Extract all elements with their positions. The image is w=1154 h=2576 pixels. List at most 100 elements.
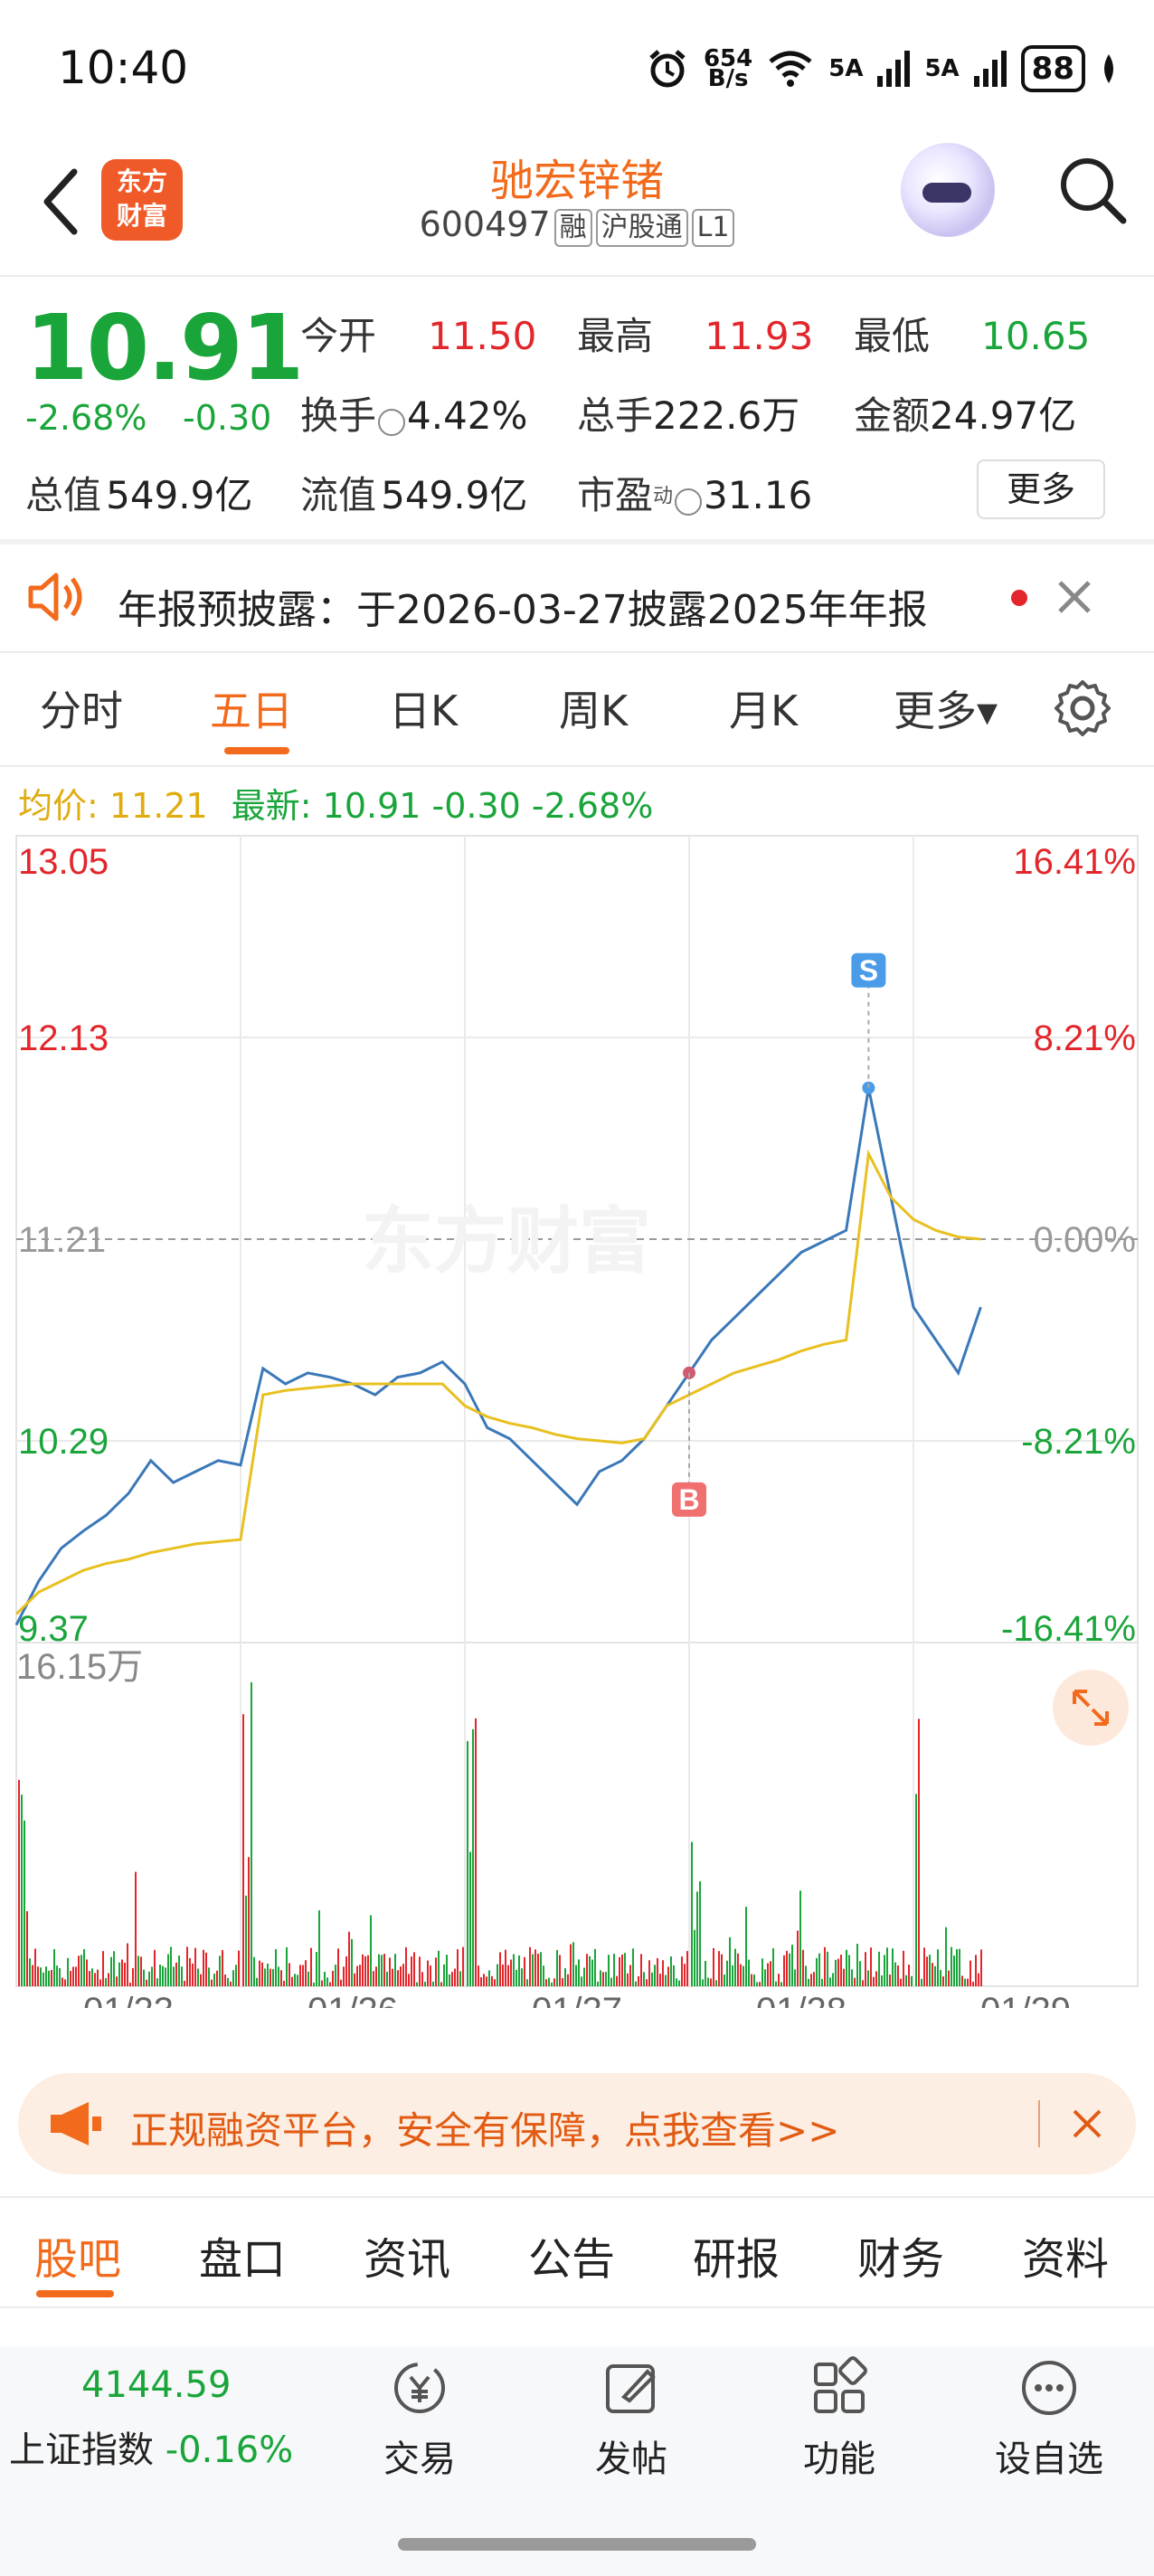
volume-bar bbox=[483, 1974, 485, 1986]
volume-bar bbox=[51, 1969, 52, 1986]
volume-bar bbox=[105, 1977, 107, 1986]
close-icon[interactable] bbox=[1055, 577, 1094, 617]
promo-close-icon[interactable] bbox=[1071, 2107, 1103, 2140]
volume-bar bbox=[307, 1971, 309, 1986]
volume-bar bbox=[364, 1956, 366, 1986]
volume-bar bbox=[638, 1975, 639, 1986]
volume-bar bbox=[873, 1976, 875, 1986]
volume-bar bbox=[840, 1955, 842, 1986]
volume-bar bbox=[505, 1949, 506, 1986]
tab-intraday[interactable]: 分时 bbox=[40, 687, 123, 735]
robot-avatar[interactable] bbox=[901, 143, 995, 237]
trade-label: 交易 bbox=[383, 2439, 456, 2480]
tab-announcements[interactable]: 公告 bbox=[528, 2234, 616, 2285]
mktcap-label: 总值 bbox=[25, 473, 102, 517]
volume-bar bbox=[421, 1972, 423, 1986]
volume-bar bbox=[345, 1956, 347, 1986]
volume-bar bbox=[248, 1857, 250, 1986]
more-button[interactable]: 更多 bbox=[977, 459, 1105, 519]
volume-bar bbox=[475, 1718, 477, 1986]
megaphone-icon bbox=[51, 2102, 101, 2145]
tab-daily-k[interactable]: 日K bbox=[389, 687, 459, 735]
volume-bar bbox=[222, 1949, 223, 1986]
tab-forum[interactable]: 股吧 bbox=[34, 2234, 122, 2285]
volume-bar bbox=[167, 1954, 169, 1986]
volume-bar bbox=[961, 1975, 963, 1986]
tab-monthly-k[interactable]: 月K bbox=[729, 687, 799, 735]
volume-bar bbox=[875, 1971, 877, 1986]
promo-banner[interactable] bbox=[18, 2073, 1136, 2174]
volume-bar bbox=[684, 1964, 686, 1986]
index-value[interactable]: 4144.59 bbox=[81, 2364, 232, 2406]
post-button[interactable]: 发帖 bbox=[559, 2355, 704, 2482]
tab-news[interactable]: 资讯 bbox=[364, 2234, 451, 2285]
volume-bar bbox=[359, 1965, 361, 1986]
volume-bar bbox=[862, 1980, 864, 1986]
volume-bar bbox=[146, 1979, 147, 1986]
volume-bar bbox=[635, 1981, 637, 1986]
volume-bar bbox=[213, 1973, 215, 1986]
volume-bar bbox=[805, 1965, 807, 1986]
info-icon[interactable] bbox=[378, 408, 406, 436]
volume-bar bbox=[181, 1966, 183, 1986]
volume-bar bbox=[118, 1962, 120, 1986]
trade-badge-label: S bbox=[859, 954, 878, 987]
volume-bar bbox=[208, 1967, 210, 1986]
volume-bar bbox=[721, 1954, 723, 1986]
five-day-chart[interactable]: 东方财富 BS 13.05 16.41%12.13 8.21%11.21 0.00%1… bbox=[0, 814, 1154, 2008]
volume-bar bbox=[329, 1982, 331, 1986]
volume-value: 222.6万 bbox=[653, 393, 800, 438]
volume-bar bbox=[532, 1954, 534, 1986]
notice-text[interactable]: 年报预披露：于2026-03-27披露2025年年报 bbox=[118, 587, 928, 633]
trade-button[interactable]: 交易 bbox=[347, 2355, 492, 2482]
volume-bar bbox=[419, 1956, 421, 1986]
float-label: 流值 bbox=[300, 473, 377, 517]
open-value: 11.50 bbox=[428, 314, 537, 358]
tab-orderbook[interactable]: 盘口 bbox=[199, 2234, 287, 2285]
trade-badge bbox=[851, 952, 886, 988]
volume-bar bbox=[934, 1965, 936, 1986]
volume-bar bbox=[802, 1949, 804, 1986]
tab-five-day[interactable]: 五日 bbox=[210, 687, 293, 735]
add-watchlist-button[interactable]: 设自选 bbox=[977, 2355, 1121, 2482]
low-value: 10.65 bbox=[981, 314, 1091, 358]
volume-bar bbox=[261, 1962, 263, 1986]
volume-panel-frame bbox=[15, 1642, 1139, 1987]
volume-bar bbox=[808, 1978, 809, 1986]
tab-more[interactable]: 更多▾ bbox=[894, 687, 998, 735]
function-button[interactable]: 功能 bbox=[767, 2355, 912, 2482]
index-info[interactable]: 上证指数 -0.16% bbox=[9, 2420, 293, 2473]
expand-icon[interactable] bbox=[1073, 1690, 1109, 1726]
volume-bar bbox=[905, 1975, 907, 1986]
volume-bar bbox=[608, 1955, 610, 1986]
volume-bar bbox=[61, 1977, 63, 1986]
back-arrow-icon[interactable] bbox=[33, 161, 87, 242]
tab-profile[interactable]: 资料 bbox=[1022, 2234, 1110, 2285]
volume-bar bbox=[302, 1965, 304, 1986]
volume-bar bbox=[591, 1959, 593, 1986]
tab-research[interactable]: 研报 bbox=[693, 2234, 780, 2285]
volume-bar bbox=[818, 1953, 820, 1986]
volume-bar bbox=[627, 1973, 629, 1986]
volume-bar bbox=[135, 1871, 137, 1986]
volume-bar bbox=[211, 1979, 213, 1986]
volume-bar bbox=[889, 1975, 891, 1986]
volume-bar bbox=[224, 1975, 226, 1986]
volume-stat: 总手222.6万 bbox=[577, 385, 799, 440]
home-indicator[interactable] bbox=[398, 2538, 756, 2551]
tag-connect: 沪股通 bbox=[595, 209, 688, 247]
tab-financials[interactable]: 财务 bbox=[857, 2234, 945, 2285]
tag-margin: 融 bbox=[553, 209, 592, 247]
volume-bar bbox=[175, 1962, 177, 1986]
volume-bar bbox=[770, 1961, 771, 1986]
pe-info-icon[interactable] bbox=[675, 488, 703, 516]
tab-weekly-k[interactable]: 周K bbox=[559, 687, 629, 735]
volume-bar bbox=[159, 1965, 161, 1986]
search-icon[interactable] bbox=[1056, 154, 1129, 226]
volume-bar bbox=[827, 1951, 828, 1986]
volume-bar bbox=[575, 1965, 577, 1986]
settings-gear-icon[interactable] bbox=[1053, 678, 1112, 738]
float-stat: 流值 549.9亿 bbox=[300, 465, 527, 520]
promo-text[interactable]: 正规融资平台，安全有保障，点我查看>> bbox=[130, 2108, 840, 2153]
expand-button[interactable] bbox=[1053, 1670, 1129, 1746]
